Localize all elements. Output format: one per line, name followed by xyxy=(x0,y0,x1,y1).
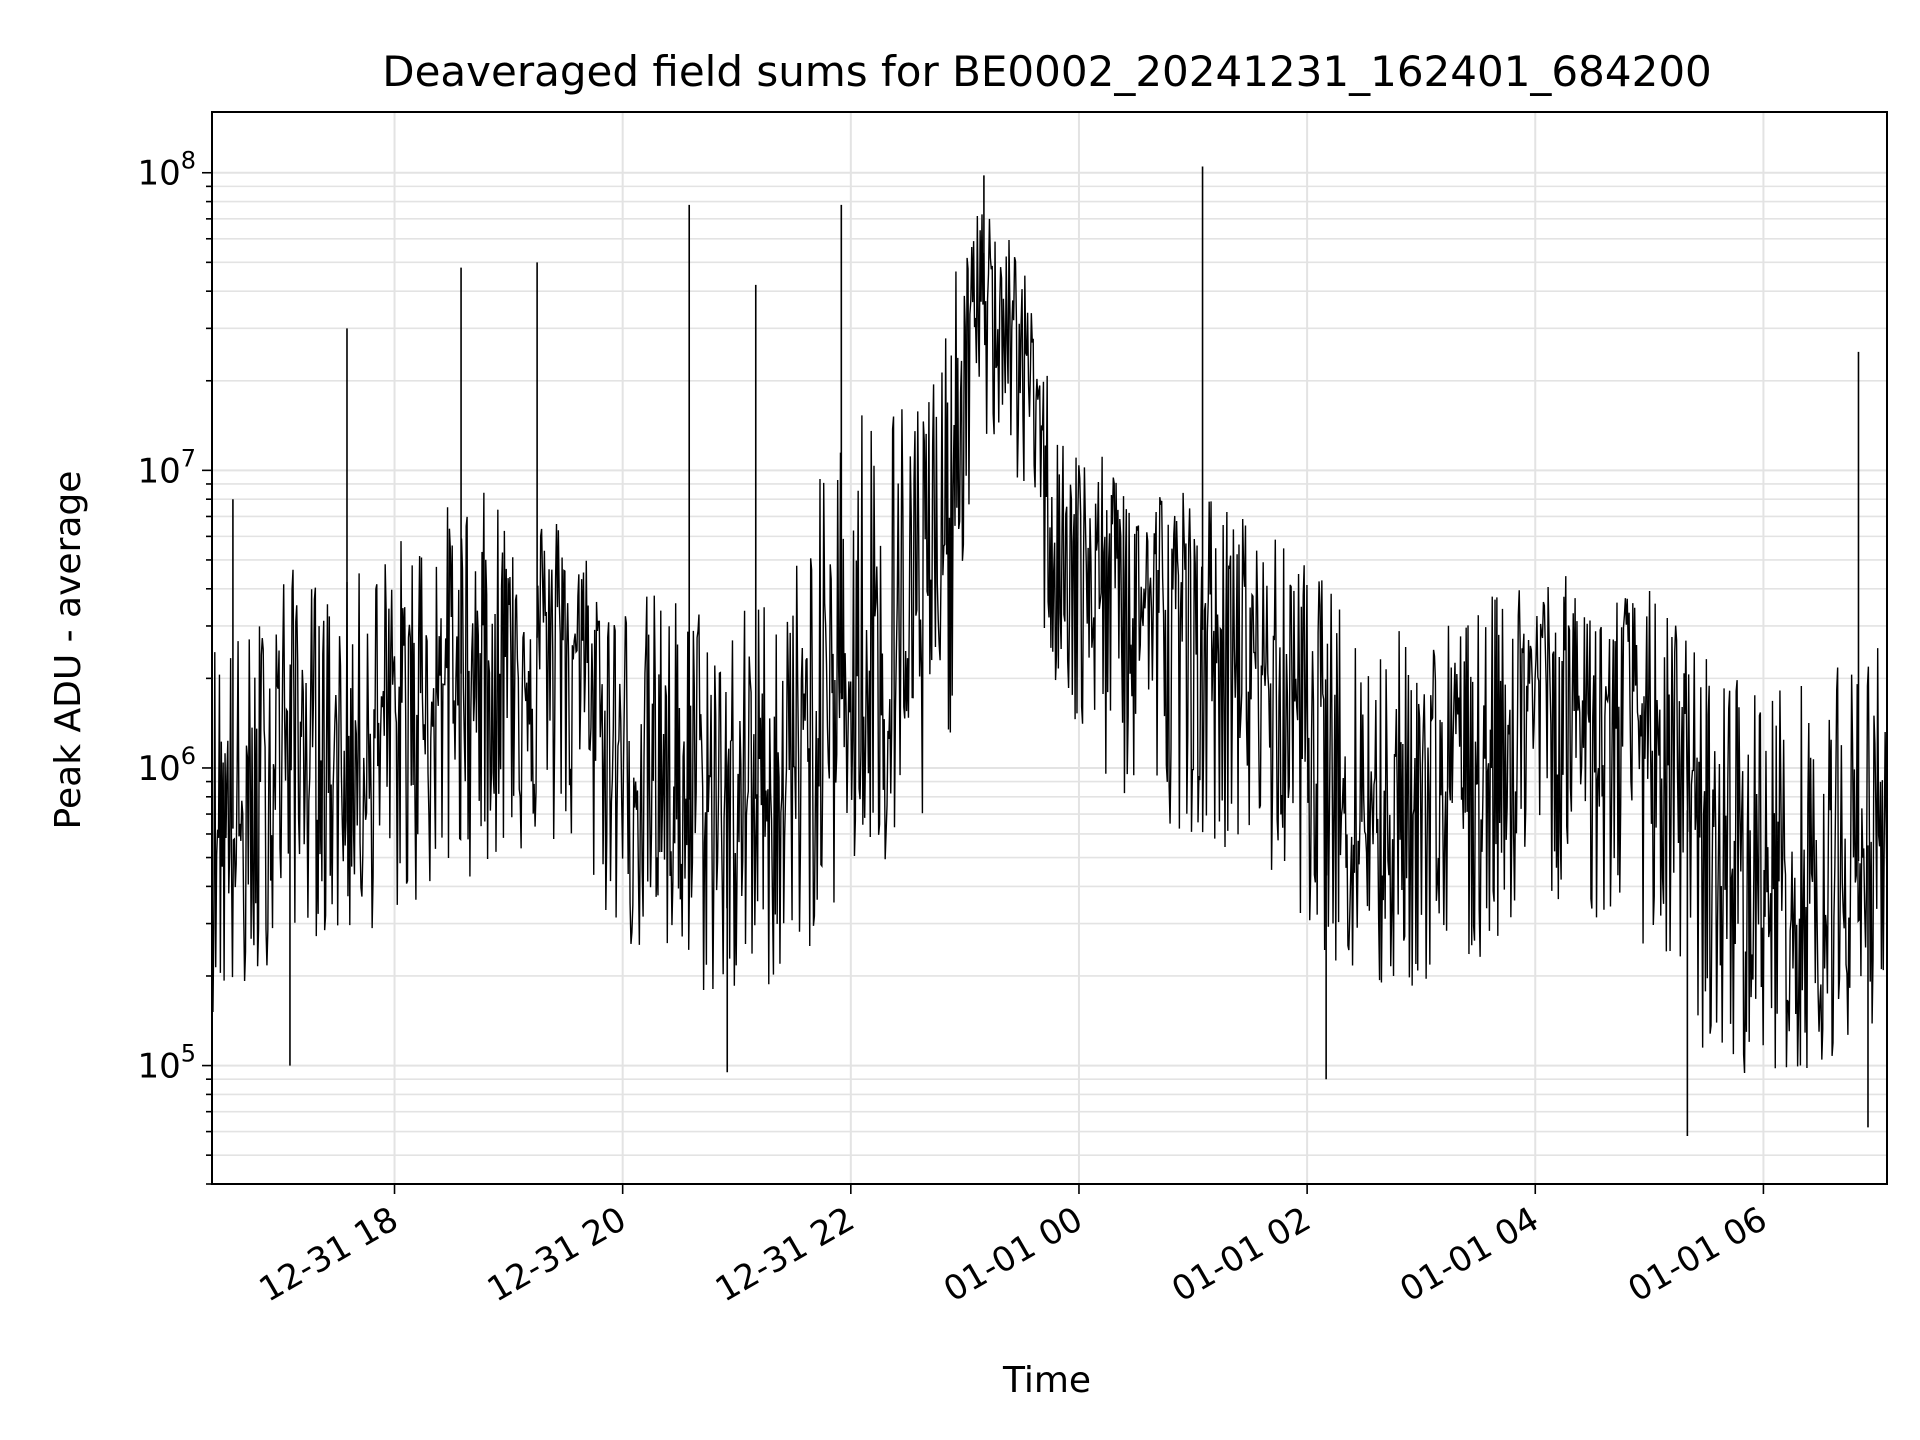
chart-title: Deaveraged field sums for BE0002_2024123… xyxy=(382,47,1712,96)
y-tick-label: 107 xyxy=(137,444,196,491)
data-layer xyxy=(211,166,1888,1136)
grid-layer xyxy=(212,112,1887,1185)
plot-frame xyxy=(211,111,1888,1185)
series-line xyxy=(211,214,1888,1073)
y-tick-label: 106 xyxy=(137,742,196,789)
y-axis-label: Peak ADU - average xyxy=(48,471,89,830)
x-axis-label: Time xyxy=(1002,1360,1091,1401)
y-tick-label: 108 xyxy=(137,147,196,194)
y-tick-label: 105 xyxy=(137,1040,196,1087)
